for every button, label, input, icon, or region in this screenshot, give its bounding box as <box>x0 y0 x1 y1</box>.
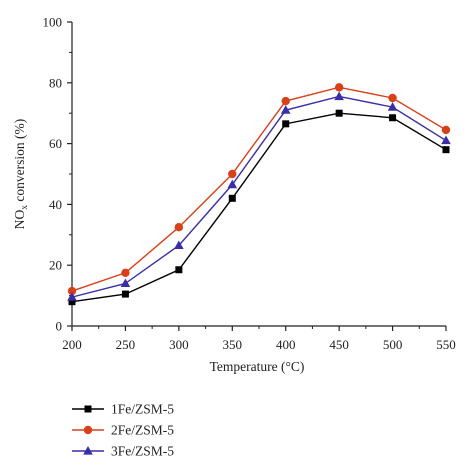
data-point <box>442 146 450 154</box>
x-tick-label: 450 <box>329 337 349 352</box>
x-tick-label: 500 <box>383 337 403 352</box>
series-1fe-zsm-5 <box>68 109 450 306</box>
data-point <box>228 169 237 179</box>
legend-label: 2Fe/ZSM-5 <box>111 423 174 438</box>
data-point <box>334 83 344 92</box>
data-point <box>441 125 451 135</box>
series-2fe-zsm-5 <box>67 83 451 296</box>
y-axis-label-main: NO <box>12 209 27 229</box>
y-axis-label: NOx conversion (%) <box>12 119 30 229</box>
x-tick-label: 250 <box>116 337 136 352</box>
legend-label: 1Fe/ZSM-5 <box>111 402 174 417</box>
series-layer <box>67 83 451 306</box>
data-point <box>228 194 236 202</box>
data-point <box>67 286 77 296</box>
series-line <box>71 112 447 303</box>
data-point <box>121 290 129 298</box>
y-tick-label: 60 <box>49 136 62 151</box>
x-tick-label: 200 <box>62 337 82 352</box>
data-point <box>227 179 238 189</box>
legend-item: 1Fe/ZSM-5 <box>72 402 174 417</box>
data-point <box>121 268 130 277</box>
data-point <box>175 266 183 274</box>
y-tick-label: 20 <box>49 258 62 273</box>
axes <box>71 22 446 327</box>
series-line <box>71 86 447 292</box>
data-point <box>120 278 131 288</box>
y-axis-ticks: 0 20 40 60 80 100 <box>43 15 72 334</box>
data-point <box>174 240 184 250</box>
legend-marker <box>84 405 92 413</box>
x-tick-label: 350 <box>223 337 243 352</box>
y-axis-label-rest: conversion (%) <box>12 119 27 205</box>
series-line <box>71 95 447 298</box>
data-point <box>281 96 290 106</box>
legend-marker <box>83 446 93 455</box>
data-point <box>335 109 343 117</box>
data-point <box>282 120 290 128</box>
data-point <box>387 102 398 111</box>
data-point <box>388 93 397 103</box>
legend-marker <box>83 425 93 435</box>
series-3fe-zsm-5 <box>67 91 451 301</box>
y-tick-label: 40 <box>49 197 62 212</box>
x-tick-label: 550 <box>436 337 456 352</box>
x-axis-label: Temperature (°C) <box>210 359 305 374</box>
x-tick-label: 300 <box>169 337 189 352</box>
y-tick-label: 80 <box>49 75 62 90</box>
x-axis-ticks: 200 250 300 350 400 450 500 550 <box>62 326 456 352</box>
data-point <box>174 223 184 232</box>
data-point <box>389 114 397 122</box>
y-tick-label: 100 <box>43 15 63 30</box>
data-point <box>334 91 344 101</box>
legend-item: 3Fe/ZSM-5 <box>72 444 174 459</box>
x-tick-label: 400 <box>276 337 296 352</box>
data-point <box>441 135 451 145</box>
data-point <box>67 292 77 301</box>
data-point <box>68 298 76 306</box>
legend: 1Fe/ZSM-5 2Fe/ZSM-5 3Fe/ZSM-5 <box>72 402 174 459</box>
y-tick-label: 0 <box>56 319 63 334</box>
legend-item: 2Fe/ZSM-5 <box>72 423 174 438</box>
legend-label: 3Fe/ZSM-5 <box>111 444 174 459</box>
y-axis-label-subscript: x <box>20 205 30 210</box>
data-point <box>280 105 291 114</box>
